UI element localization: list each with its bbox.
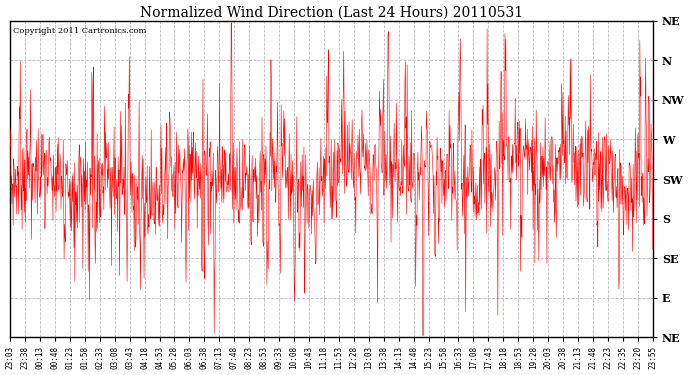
Title: Normalized Wind Direction (Last 24 Hours) 20110531: Normalized Wind Direction (Last 24 Hours…: [140, 6, 523, 20]
Text: Copyright 2011 Cartronics.com: Copyright 2011 Cartronics.com: [13, 27, 147, 35]
